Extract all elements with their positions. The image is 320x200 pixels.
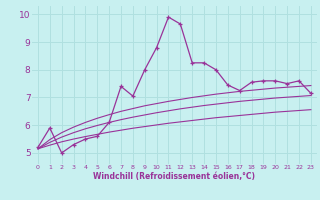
X-axis label: Windchill (Refroidissement éolien,°C): Windchill (Refroidissement éolien,°C) — [93, 172, 255, 181]
